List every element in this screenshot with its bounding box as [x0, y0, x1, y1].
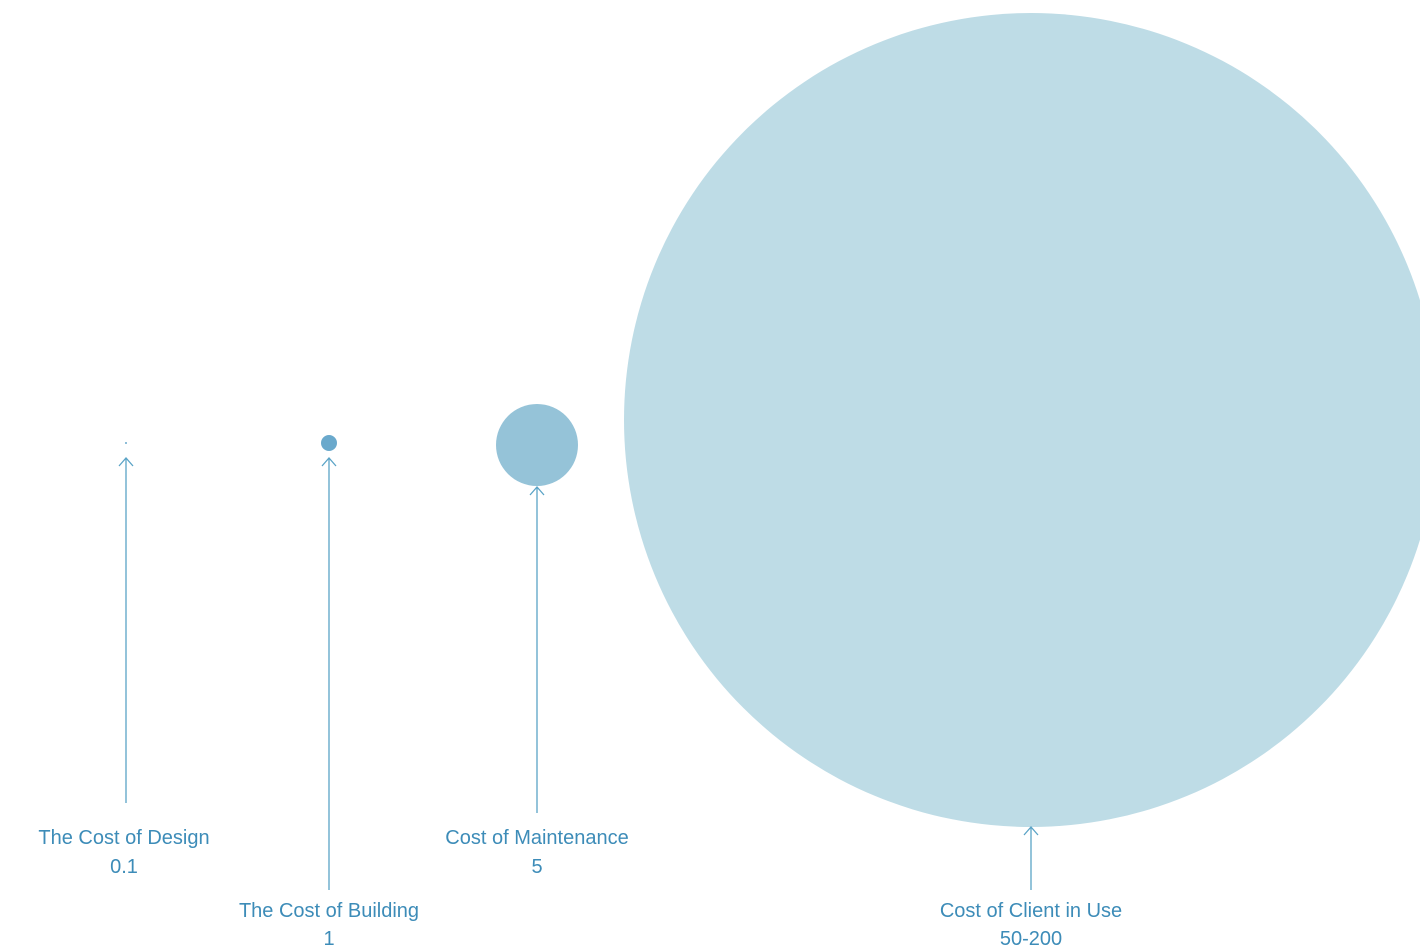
design-value: 0.1: [110, 856, 138, 878]
maintenance-cost-bubble: [496, 404, 578, 486]
client-in-use-value: 50-200: [1000, 928, 1062, 950]
cost-item-building: The Cost of Building 1: [239, 435, 419, 950]
building-value: 1: [323, 928, 334, 950]
building-arrowhead-icon: [321, 457, 337, 467]
client-in-use-cost-bubble: [624, 13, 1420, 827]
maintenance-arrowhead-icon: [529, 486, 545, 496]
building-label: The Cost of Building: [239, 900, 419, 922]
design-cost-bubble: [125, 442, 127, 444]
cost-item-maintenance: Cost of Maintenance 5: [445, 404, 629, 878]
client-in-use-label: Cost of Client in Use: [940, 900, 1122, 922]
cost-item-design: The Cost of Design 0.1: [38, 442, 210, 878]
maintenance-label: Cost of Maintenance: [445, 827, 628, 849]
design-label: The Cost of Design: [38, 827, 209, 849]
cost-item-client-in-use: Cost of Client in Use 50-200: [624, 13, 1420, 950]
building-cost-bubble: [321, 435, 337, 451]
maintenance-value: 5: [531, 856, 542, 878]
design-arrowhead-icon: [118, 457, 134, 467]
client-in-use-arrowhead-icon: [1023, 826, 1039, 836]
